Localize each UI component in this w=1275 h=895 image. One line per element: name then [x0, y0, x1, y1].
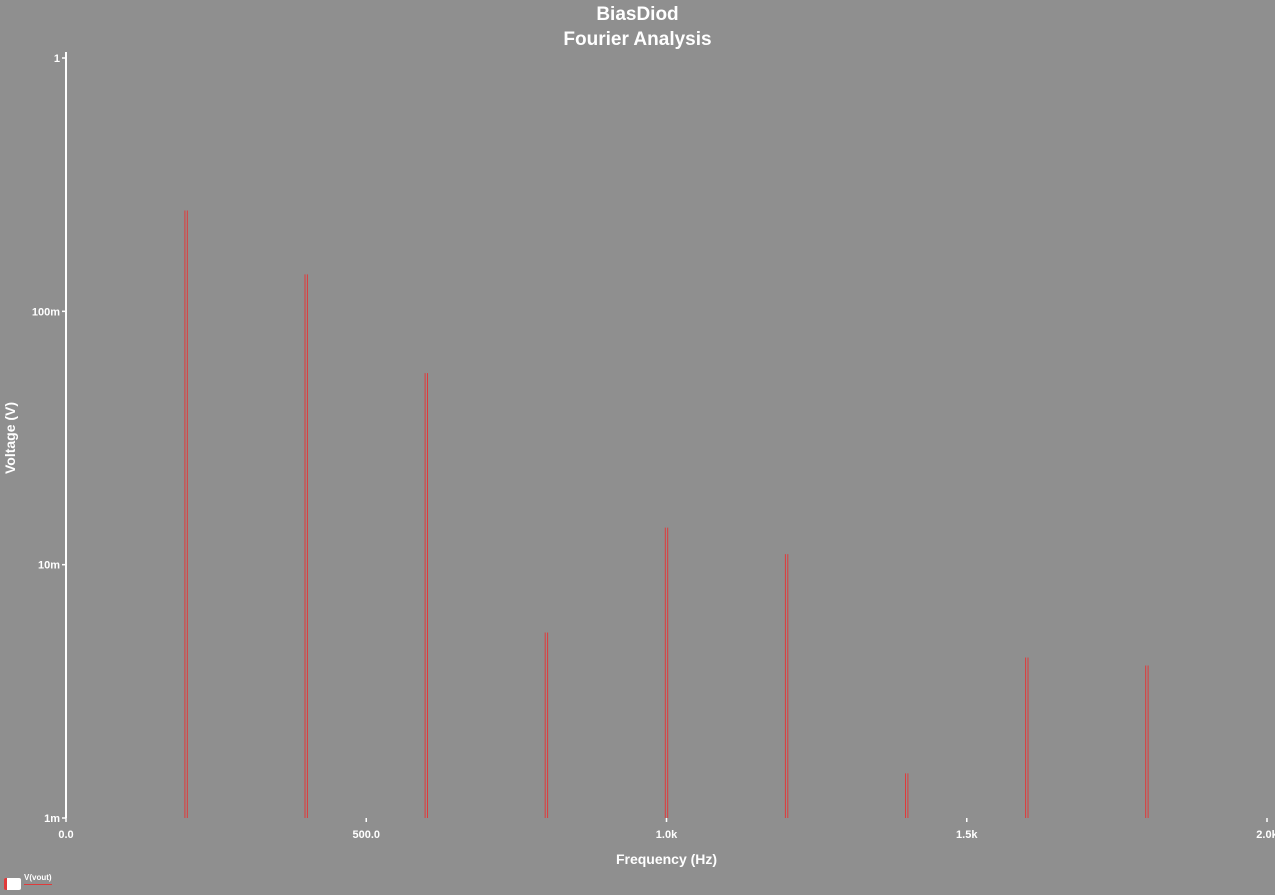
x-tick-label: 1.0k	[656, 829, 678, 841]
y-tick-label: 10m	[38, 560, 60, 572]
chart-subtitle: Fourier Analysis	[563, 29, 712, 50]
series-bars	[184, 210, 1149, 818]
chart-title: BiasDiod	[596, 4, 679, 25]
x-axis-ticks: 0.0 500.0 1.0k 1.5k 2.0k	[58, 818, 1275, 841]
x-tick-label: 500.0	[352, 829, 380, 841]
y-tick-label: 1	[54, 53, 60, 65]
y-tick-label: 1m	[44, 813, 60, 825]
legend-swatch	[4, 878, 21, 890]
x-tick-label: 1.5k	[956, 829, 978, 841]
x-tick-label: 0.0	[58, 829, 73, 841]
y-axis-ticks: 1m 10m 100m 1	[32, 53, 66, 825]
x-tick-label: 2.0k	[1256, 829, 1275, 841]
legend-label: V(vout)	[24, 872, 52, 885]
y-axis-label: Voltage (V)	[2, 402, 18, 474]
legend[interactable]: V(vout)	[4, 872, 52, 890]
y-tick-label: 100m	[32, 306, 60, 318]
x-axis-label: Frequency (Hz)	[616, 851, 717, 867]
